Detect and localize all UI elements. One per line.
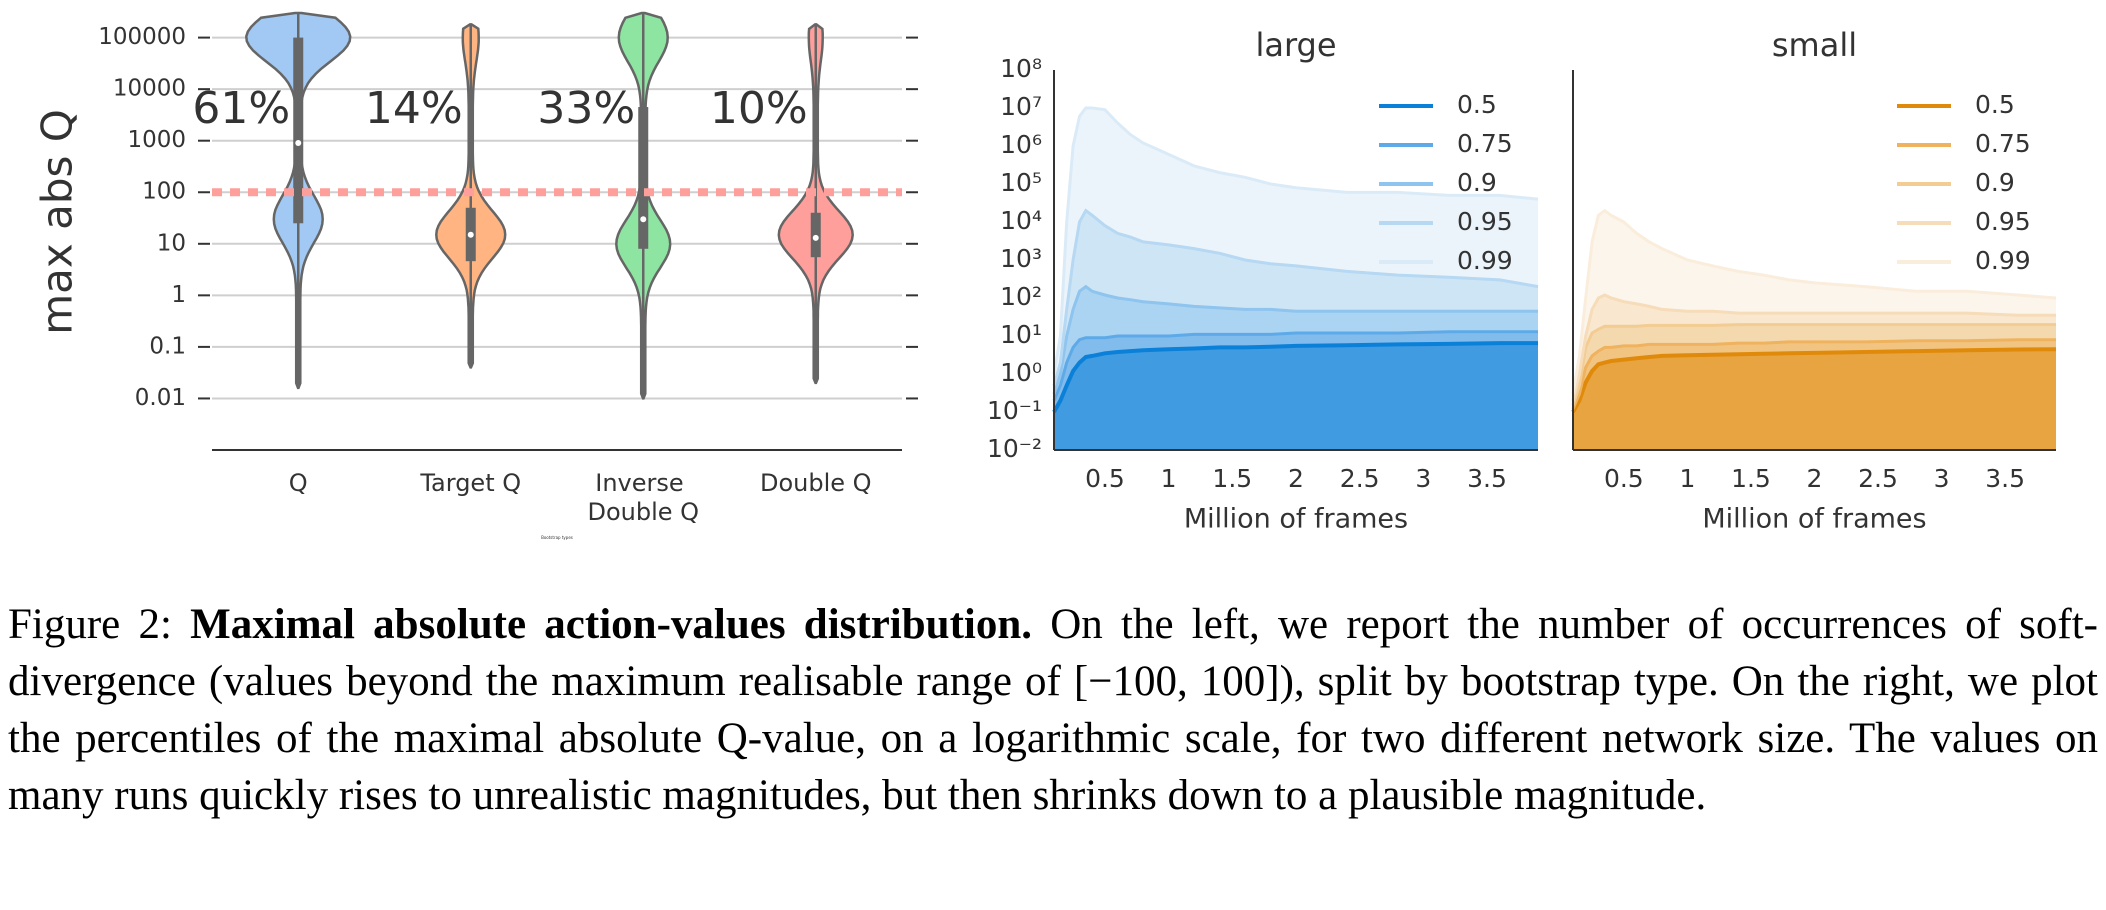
x-tick-label: 3.5	[1467, 464, 1507, 493]
x-tick-label: 1.5	[1731, 464, 1771, 493]
y-tick-label: 0.1	[149, 333, 186, 359]
legend-label: 0.9	[1975, 168, 2015, 197]
y-tick-label: 10⁰	[1000, 358, 1042, 387]
x-tick-label: 0.5	[1085, 464, 1125, 493]
x-tick-label: Double Q	[760, 469, 872, 497]
y-tick-label: 1	[171, 282, 186, 308]
x-axis-label: Million of frames	[1184, 504, 1408, 535]
iqr-box	[638, 107, 649, 249]
caption-title: Maximal absolute action-values distribut…	[190, 601, 1032, 648]
y-tick-label: 10⁵	[1000, 168, 1042, 197]
chart-title: small	[1772, 26, 1857, 64]
x-tick-label: Target Q	[419, 469, 521, 497]
value-label: 14%	[365, 83, 463, 134]
y-tick-label: 10⁶	[1000, 130, 1042, 159]
x-tick-label: Inverse Double Q	[587, 469, 699, 526]
median	[640, 216, 647, 223]
value-label: 10%	[710, 83, 808, 134]
value-label: 61%	[192, 83, 290, 134]
caption: Figure 2: Maximal absolute action-values…	[8, 596, 2098, 824]
x-axis-label: Million of frames	[1702, 504, 1926, 535]
x-tick-label: 1.5	[1212, 464, 1252, 493]
median	[467, 231, 474, 238]
y-tick-label: 10²	[1000, 282, 1042, 311]
median	[812, 234, 819, 241]
iqr-box	[293, 37, 304, 224]
y-tick-label: 1000	[127, 127, 186, 153]
y-tick-label: 10⁴	[1000, 206, 1042, 235]
x-tick-label: 2.5	[1340, 464, 1380, 493]
x-tick-label: 1	[1161, 464, 1177, 493]
y-tick-label: 10000	[113, 76, 186, 102]
x-tick-label: Q	[289, 469, 308, 497]
x-axis-label: Bootstrap types	[541, 535, 573, 540]
y-tick-label: 10	[157, 230, 186, 256]
x-tick-label: 2.5	[1858, 464, 1898, 493]
line	[1571, 323, 2056, 406]
line	[1052, 330, 1538, 402]
y-axis-label: max abs Q	[33, 109, 82, 335]
area	[1573, 349, 2056, 450]
median	[295, 140, 302, 147]
line	[1571, 293, 2056, 401]
caption-text: On the left, we report the number of occ…	[8, 601, 2098, 819]
y-tick-label: 10⁻¹	[987, 396, 1042, 425]
line	[1571, 347, 2057, 413]
x-tick-label: 3	[1415, 464, 1431, 493]
x-tick-label: 1	[1679, 464, 1695, 493]
x-tick-label-line: Inverse	[595, 469, 691, 497]
value-label: 33%	[537, 83, 635, 134]
legend-label: 0.5	[1975, 90, 2015, 119]
y-tick-label: 10¹	[1000, 320, 1042, 349]
caption-label: Figure 2:	[8, 601, 172, 648]
legend-label: 0.99	[1975, 246, 2031, 275]
y-tick-label: 10⁸	[1000, 54, 1042, 83]
y-tick-label: 100000	[98, 24, 186, 50]
figure: 0.01 0.1 1 10 100 1000 10000 100000 max abs Q Boo…	[33, 11, 2057, 540]
line	[1052, 208, 1539, 386]
legend-label: 0.99	[1457, 246, 1513, 275]
legend-label: 0.9	[1457, 168, 1497, 197]
line	[1052, 341, 1538, 413]
y-tick-label: 10³	[1000, 244, 1042, 273]
line	[1052, 106, 1539, 375]
line	[1052, 284, 1538, 395]
y-tick-label: 100	[142, 179, 186, 205]
x-tick-label: 3.5	[1985, 464, 2025, 493]
legend-label: 0.75	[1975, 129, 2031, 158]
legend-label: 0.95	[1975, 207, 2031, 236]
y-tick-label: 0.01	[135, 385, 186, 411]
x-tick-label: 0.5	[1604, 464, 1644, 493]
y-tick-label: 10⁻²	[987, 434, 1042, 463]
chart-title: large	[1255, 26, 1336, 64]
x-tick-label: 2	[1288, 464, 1304, 493]
y-tick-label: 10⁷	[1000, 92, 1042, 121]
legend-label: 0.75	[1457, 129, 1513, 158]
area	[1054, 343, 1538, 450]
line	[1571, 208, 2057, 395]
legend-label: 0.5	[1457, 90, 1497, 119]
legend-label: 0.95	[1457, 207, 1513, 236]
x-tick-label-line: Double Q	[587, 498, 699, 526]
x-tick-label: 3	[1934, 464, 1950, 493]
x-tick-label: 2	[1807, 464, 1823, 493]
line	[1571, 338, 2056, 410]
